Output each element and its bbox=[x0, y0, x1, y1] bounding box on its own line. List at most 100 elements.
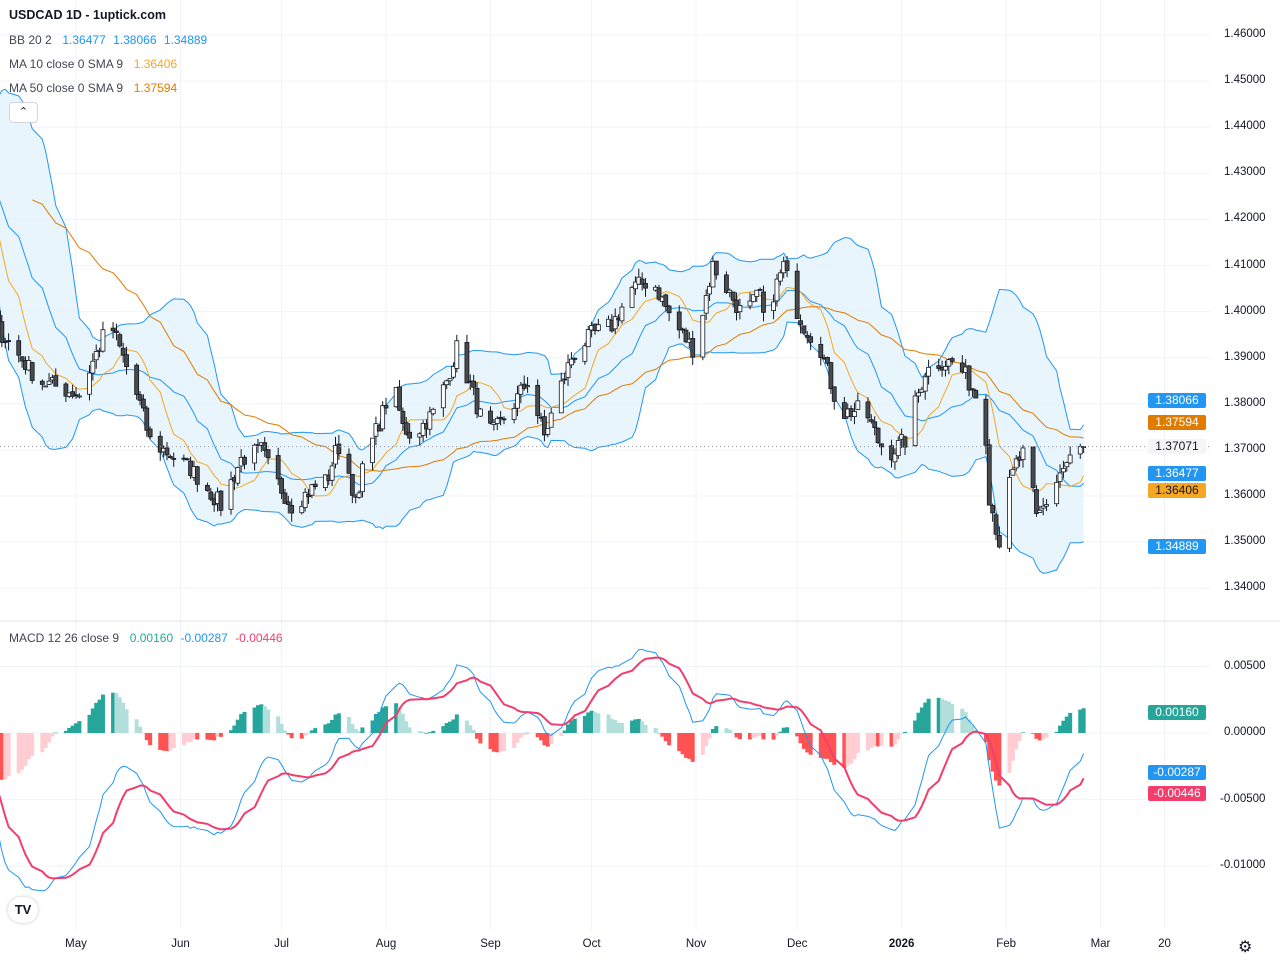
macd-histogram-bar bbox=[559, 733, 564, 737]
macd-histogram-bar bbox=[279, 723, 284, 733]
candle bbox=[865, 401, 871, 419]
macd-histogram-bar bbox=[350, 724, 355, 733]
macd-histogram-bar bbox=[960, 708, 965, 733]
macd-histogram-bar bbox=[454, 714, 459, 733]
macd-histogram-bar bbox=[879, 733, 884, 746]
candle bbox=[252, 444, 258, 464]
candle bbox=[828, 362, 834, 390]
candle bbox=[707, 285, 712, 295]
candle bbox=[285, 501, 291, 505]
candle bbox=[1081, 446, 1087, 449]
macd-histogram-bar bbox=[842, 733, 847, 768]
candle bbox=[322, 474, 328, 488]
candle bbox=[76, 395, 82, 398]
macd-histogram-bar bbox=[400, 713, 405, 733]
macd-histogram-bar bbox=[495, 733, 500, 753]
macd-histogram-bar bbox=[936, 697, 941, 733]
candle bbox=[299, 505, 305, 514]
legend-ma50[interactable]: MA 50 close 0 SMA 9 1.37594 bbox=[9, 81, 181, 95]
candle bbox=[612, 316, 618, 330]
macd-histogram-bar bbox=[53, 732, 58, 734]
candle bbox=[53, 375, 59, 387]
macd-label: MACD 12 26 close 9 bbox=[9, 631, 120, 645]
bb-label: BB 20 2 bbox=[9, 33, 52, 47]
macd-histogram-bar bbox=[845, 733, 850, 766]
macd-histogram-bar bbox=[704, 733, 709, 747]
candle bbox=[889, 445, 894, 461]
macd-histogram-bar bbox=[309, 730, 314, 733]
candle bbox=[1037, 509, 1043, 513]
candle bbox=[1010, 468, 1016, 476]
candle bbox=[430, 408, 436, 415]
candle bbox=[100, 329, 106, 352]
candle bbox=[548, 412, 554, 428]
macd-histogram-bar bbox=[774, 733, 779, 736]
macd-histogram-bar bbox=[448, 721, 453, 733]
tradingview-logo[interactable]: TV bbox=[8, 897, 38, 923]
macd-histogram-bar bbox=[562, 730, 567, 733]
candle bbox=[943, 366, 948, 371]
candle bbox=[147, 428, 153, 438]
macd-histogram-bar bbox=[818, 733, 823, 758]
macd-histogram-bar bbox=[43, 733, 48, 748]
legend-ma10[interactable]: MA 10 close 0 SMA 9 1.36406 bbox=[9, 57, 181, 71]
gear-icon[interactable]: ⚙ bbox=[1238, 939, 1253, 956]
macd-histogram-bar bbox=[488, 733, 493, 749]
macd-histogram-bar bbox=[849, 733, 854, 764]
candle bbox=[235, 467, 241, 484]
macd-histogram-bar bbox=[168, 733, 173, 751]
macd-histogram-bar bbox=[377, 712, 382, 733]
candle bbox=[949, 358, 955, 362]
macd-histogram-bar bbox=[566, 724, 571, 733]
candle bbox=[184, 458, 190, 461]
candle bbox=[73, 394, 79, 397]
collapse-legend-button[interactable]: ⌃ bbox=[9, 102, 38, 123]
macd-line bbox=[0, 648, 1085, 892]
macd-histogram-bar bbox=[229, 730, 234, 733]
legend-macd[interactable]: MACD 12 26 close 9 0.00160 -0.00287 -0.0… bbox=[9, 631, 287, 645]
candle bbox=[926, 366, 932, 377]
macd-tick-label: -0.01000 bbox=[1220, 859, 1266, 871]
macd-tick-label: 0.00500 bbox=[1224, 659, 1266, 672]
macd-histogram-bar bbox=[188, 733, 193, 743]
price-tick-label: 1.36000 bbox=[1224, 489, 1266, 501]
candle bbox=[205, 484, 210, 491]
macd-histogram-bar bbox=[630, 720, 635, 733]
macd-histogram-bar bbox=[117, 697, 122, 733]
price-tick-label: 1.38000 bbox=[1224, 396, 1266, 409]
candle bbox=[808, 336, 814, 343]
candle bbox=[784, 260, 790, 271]
candle bbox=[157, 435, 163, 453]
candle bbox=[804, 334, 810, 338]
macd-histogram-bar bbox=[616, 722, 621, 733]
macd-histogram-bar bbox=[1078, 709, 1083, 733]
macd-histogram-bar bbox=[20, 733, 25, 770]
candle bbox=[488, 410, 493, 424]
macd-histogram-bar bbox=[855, 733, 860, 753]
macd-histogram-bar bbox=[643, 724, 648, 733]
macd-histogram-bar bbox=[232, 725, 237, 733]
macd-histogram-bar bbox=[852, 733, 857, 760]
macd-histogram-bar bbox=[758, 733, 763, 736]
legend-bb[interactable]: BB 20 2 1.36477 1.38066 1.34889 bbox=[9, 33, 211, 47]
candle bbox=[777, 272, 783, 282]
candle bbox=[1067, 454, 1073, 464]
candle bbox=[454, 340, 460, 369]
candle bbox=[595, 324, 601, 331]
macd-histogram-bar bbox=[943, 700, 948, 733]
candle bbox=[1054, 481, 1060, 505]
macd-histogram-bar bbox=[1020, 732, 1025, 733]
candle bbox=[656, 287, 662, 300]
candle bbox=[902, 436, 908, 448]
candle bbox=[302, 491, 308, 508]
tag-bb-lower: 1.34889 bbox=[1148, 539, 1206, 554]
macd-histogram-bar bbox=[606, 714, 611, 733]
macd-histogram-bar bbox=[164, 733, 169, 751]
candle bbox=[447, 378, 453, 382]
ma50-line bbox=[31, 199, 1084, 472]
candle bbox=[349, 473, 355, 496]
macd-histogram-bar bbox=[683, 733, 688, 758]
candle bbox=[794, 270, 800, 320]
macd-histogram-bar bbox=[370, 720, 375, 733]
